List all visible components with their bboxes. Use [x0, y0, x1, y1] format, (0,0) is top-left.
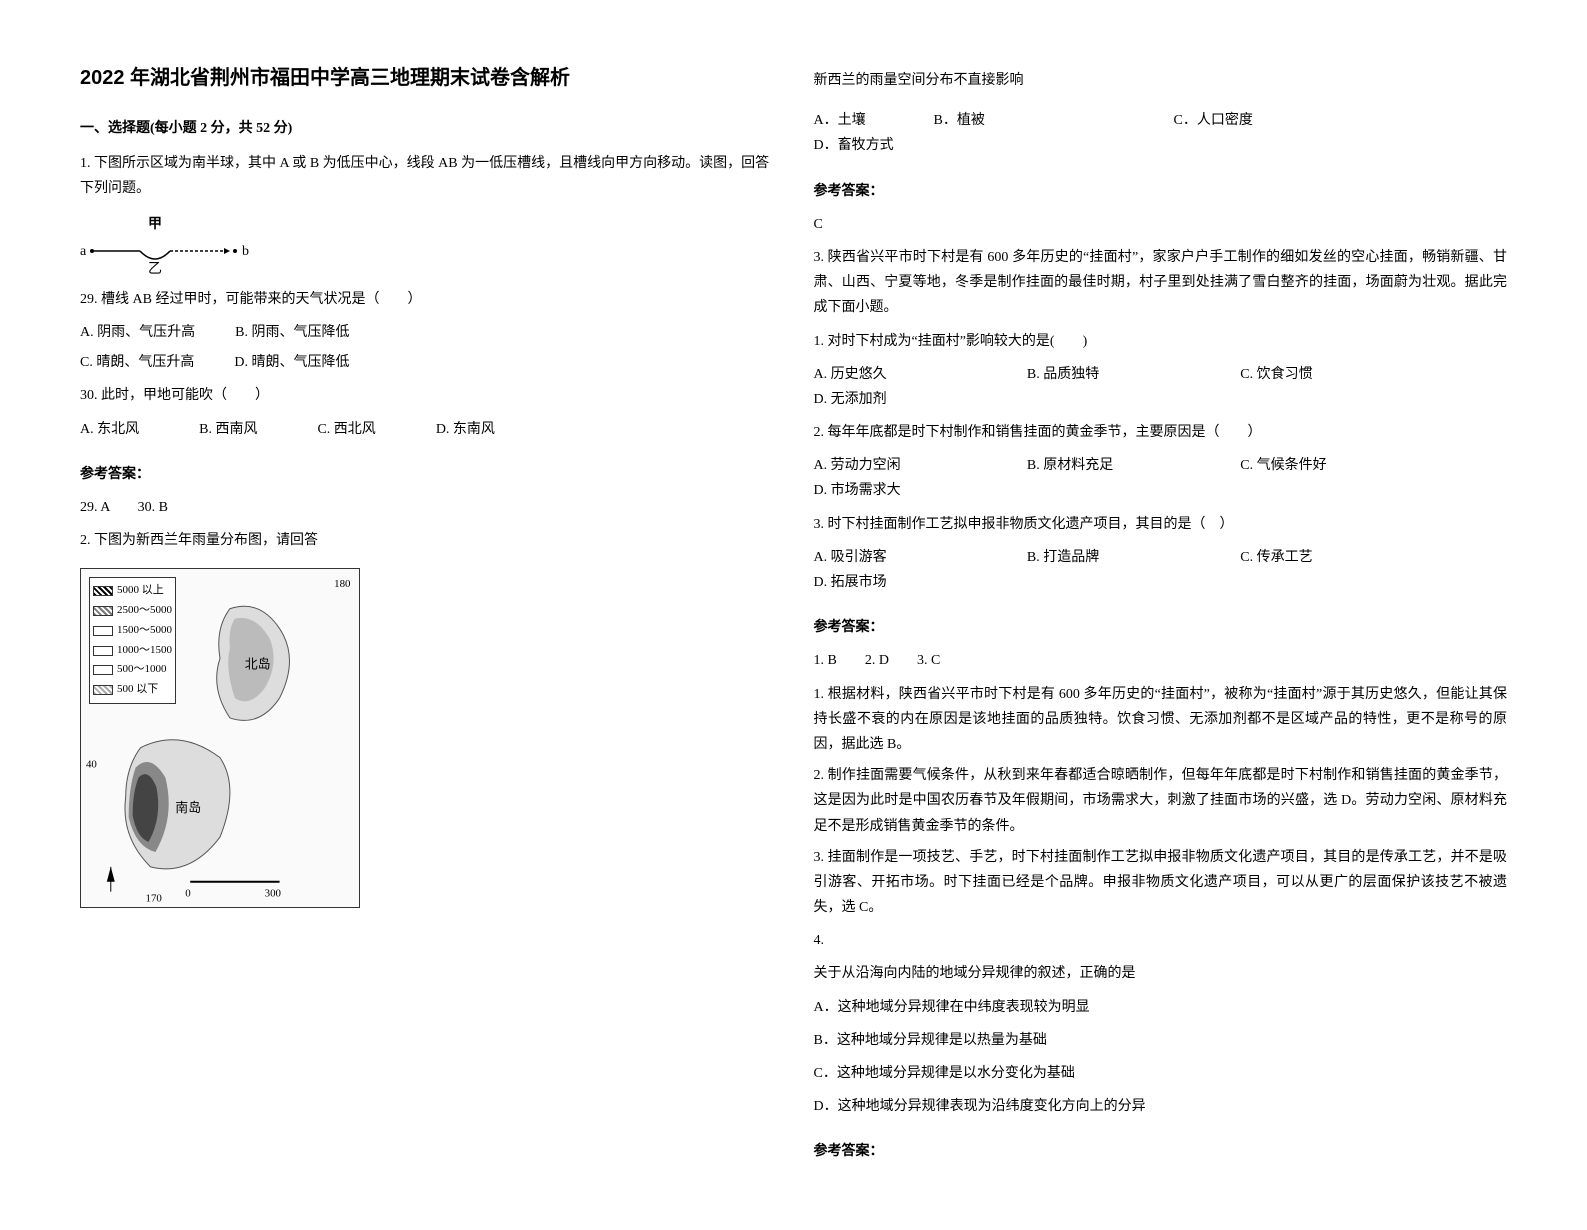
diagram-label-a: a: [80, 244, 87, 259]
option: B. 打造品牌: [1027, 545, 1200, 570]
option: C. 饮食习惯: [1240, 362, 1413, 387]
map-label-north: 北岛: [245, 657, 271, 672]
q4-answer-header: 参考答案：: [814, 1139, 1508, 1164]
q1-answers: 29. A 30. B: [80, 495, 774, 520]
diagram-label-top: 甲: [80, 212, 230, 237]
scale-300: 300: [265, 888, 282, 900]
q4-stem: 关于从沿海向内陆的地域分异规律的叙述，正确的是: [814, 961, 1508, 986]
option: C. 西北风: [317, 417, 375, 442]
option: B. 原材料充足: [1027, 453, 1200, 478]
page-container: 2022 年湖北省荆州市福田中学高三地理期末试卷含解析 一、选择题(每小题 2 …: [0, 0, 1587, 1230]
option: A. 阴雨、气压升高: [80, 320, 195, 345]
option: A．土壤: [814, 108, 894, 133]
nz-rainfall-map: 5000 以上 2500～5000 1500～5000 1000～1500 50…: [80, 568, 360, 908]
option: A. 历史悠久: [814, 362, 987, 387]
q3-explanation-3: 3. 挂面制作是一项技艺、手艺，时下村挂面制作工艺拟申报非物质文化遗产项目，其目…: [814, 845, 1508, 921]
q2-answer-header: 参考答案：: [814, 179, 1508, 204]
diagram-label-b: b: [242, 244, 249, 259]
option: B．植被: [934, 108, 1134, 133]
diagram-label-bottom: 乙: [148, 261, 162, 277]
nz-map-svg: 北岛 南岛 180 170 40 0 300: [81, 569, 359, 907]
section-1-header: 一、选择题(每小题 2 分，共 52 分): [80, 116, 774, 141]
option: D. 无添加剂: [814, 387, 887, 412]
q1-sub29-options: A. 阴雨、气压升高 B. 阴雨、气压降低: [80, 320, 774, 345]
q3-answers: 1. B 2. D 3. C: [814, 648, 1508, 673]
option: C．人口密度: [1174, 108, 1374, 133]
option: A. 劳动力空闲: [814, 453, 987, 478]
option: D．畜牧方式: [814, 133, 894, 158]
q1-sub29: 29. 槽线 AB 经过甲时，可能带来的天气状况是（ ）: [80, 287, 774, 312]
q3-sub2: 2. 每年年底都是时下村制作和销售挂面的黄金季节，主要原因是（ ）: [814, 420, 1508, 445]
q4-opt-c: C．这种地域分异规律是以水分变化为基础: [814, 1061, 1508, 1086]
q1-answer-header: 参考答案：: [80, 462, 774, 487]
q1-sub30: 30. 此时，甲地可能吹（ ）: [80, 383, 774, 408]
scale-0: 0: [185, 888, 191, 900]
map-label-south: 南岛: [175, 800, 201, 815]
lat-40: 40: [86, 759, 97, 771]
q3-sub1: 1. 对时下村成为“挂面村”影响较大的是( ): [814, 329, 1508, 354]
q3-sub3-options: A. 吸引游客 B. 打造品牌 C. 传承工艺 D. 拓展市场: [814, 545, 1508, 595]
q3-answer-header: 参考答案：: [814, 615, 1508, 640]
exam-title: 2022 年湖北省荆州市福田中学高三地理期末试卷含解析: [80, 60, 774, 96]
option: B. 西南风: [199, 417, 257, 442]
option: D. 晴朗、气压降低: [234, 350, 349, 375]
option: B. 阴雨、气压降低: [235, 320, 349, 345]
q2-continuation: 新西兰的雨量空间分布不直接影响: [814, 68, 1508, 93]
lon-180: 180: [334, 578, 351, 590]
option: B. 品质独特: [1027, 362, 1200, 387]
option: D. 东南风: [436, 417, 495, 442]
lon-170: 170: [146, 893, 163, 905]
q4-opt-d: D．这种地域分异规律表现为沿纬度变化方向上的分异: [814, 1094, 1508, 1119]
q2-answer: C: [814, 212, 1508, 237]
q2-options: A．土壤 B．植被 C．人口密度 D．畜牧方式: [814, 108, 1508, 158]
q2-stem: 2. 下图为新西兰年雨量分布图，请回答: [80, 528, 774, 553]
q3-explanation-1: 1. 根据材料，陕西省兴平市时下村是有 600 多年历史的“挂面村”，被称为“挂…: [814, 682, 1508, 758]
q1-sub29-options-2: C. 晴朗、气压升高 D. 晴朗、气压降低: [80, 350, 774, 375]
q1-stem: 1. 下图所示区域为南半球，其中 A 或 B 为低压中心，线段 AB 为一低压槽…: [80, 151, 774, 201]
trough-diagram: 甲 a b 乙: [80, 212, 774, 277]
q3-explanation-2: 2. 制作挂面需要气候条件，从秋到来年春都适合晾晒制作，但每年年底都是时下村制作…: [814, 763, 1508, 839]
right-column: 新西兰的雨量空间分布不直接影响 A．土壤 B．植被 C．人口密度 D．畜牧方式 …: [814, 60, 1508, 1170]
option: C. 晴朗、气压升高: [80, 350, 194, 375]
option: A. 吸引游客: [814, 545, 987, 570]
option: D. 市场需求大: [814, 478, 901, 503]
option: C. 传承工艺: [1240, 545, 1413, 570]
left-column: 2022 年湖北省荆州市福田中学高三地理期末试卷含解析 一、选择题(每小题 2 …: [80, 60, 774, 1170]
option: A. 东北风: [80, 417, 139, 442]
q3-sub2-options: A. 劳动力空闲 B. 原材料充足 C. 气候条件好 D. 市场需求大: [814, 453, 1508, 503]
q3-sub3: 3. 时下村挂面制作工艺拟申报非物质文化遗产项目，其目的是（ ）: [814, 512, 1508, 537]
q3-stem: 3. 陕西省兴平市时下村是有 600 多年历史的“挂面村”，家家户户手工制作的细…: [814, 245, 1508, 321]
q1-sub30-options: A. 东北风 B. 西南风 C. 西北风 D. 东南风: [80, 417, 774, 442]
option: C. 气候条件好: [1240, 453, 1413, 478]
q4-opt-b: B．这种地域分异规律是以热量为基础: [814, 1028, 1508, 1053]
option: D. 拓展市场: [814, 570, 887, 595]
q4-number: 4.: [814, 928, 1508, 953]
q3-sub1-options: A. 历史悠久 B. 品质独特 C. 饮食习惯 D. 无添加剂: [814, 362, 1508, 412]
trough-svg: a b 乙: [80, 237, 260, 277]
q4-opt-a: A．这种地域分异规律在中纬度表现较为明显: [814, 995, 1508, 1020]
